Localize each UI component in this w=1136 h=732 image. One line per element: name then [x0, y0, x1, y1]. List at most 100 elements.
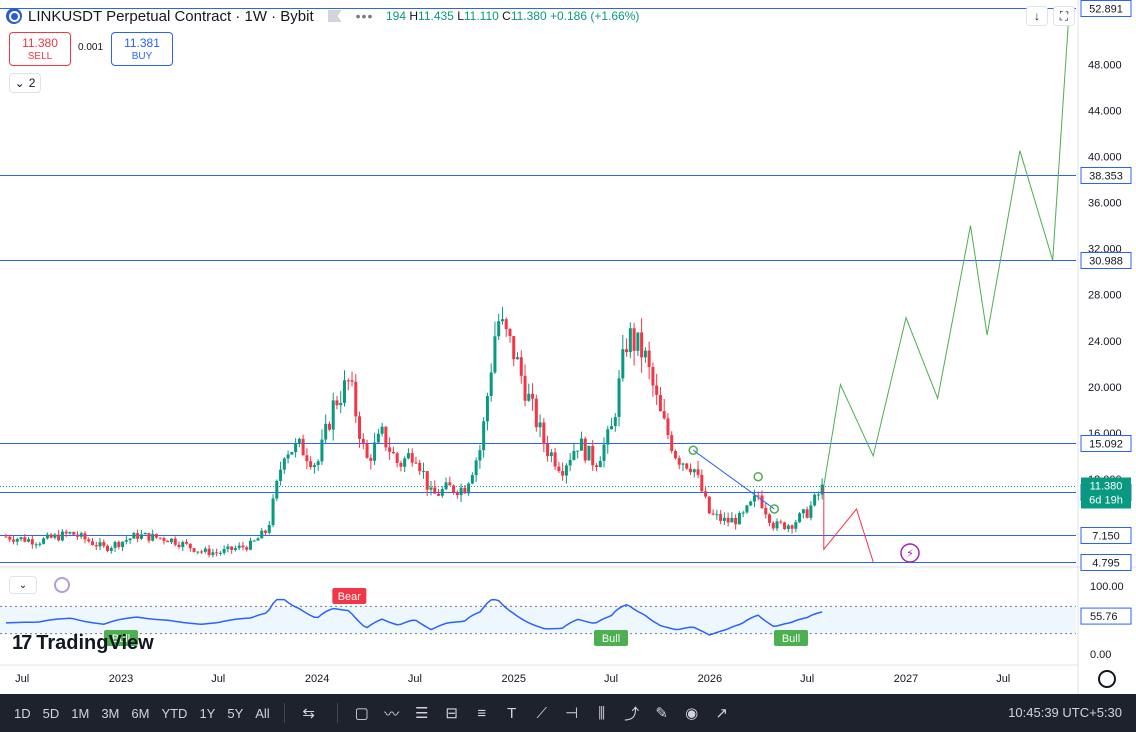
rsi-signal-badge: [773, 630, 808, 646]
chart-canvas[interactable]: 48.00044.00040.00036.00032.00028.00024.0…: [0, 0, 1136, 694]
candle-body: [557, 466, 561, 472]
more-dots-icon[interactable]: •••: [355, 8, 374, 24]
candle-body: [320, 439, 324, 462]
refresh-icon[interactable]: [54, 577, 70, 593]
timeframe-6m[interactable]: 6M: [131, 705, 150, 721]
arrow-tool-icon[interactable]: ↗: [715, 705, 728, 722]
candle-body: [91, 541, 95, 546]
candle-body: [617, 378, 621, 417]
level-price-label: 7.150: [1092, 531, 1120, 543]
candle-body: [256, 538, 260, 541]
fullscreen-icon: ⛶: [1059, 8, 1069, 23]
timeframe-3m[interactable]: 3M: [101, 705, 120, 721]
candle-body: [346, 380, 350, 382]
candle-body: [414, 462, 418, 464]
candle-body: [512, 336, 516, 360]
candle-body: [625, 349, 629, 353]
candle-body: [233, 548, 237, 550]
candle-body: [523, 375, 527, 401]
level-price-label: 38.353: [1089, 171, 1123, 183]
candle-body: [267, 525, 271, 533]
tradingview-logo[interactable]: 17 TradingView: [12, 632, 154, 655]
long-position-tool-icon[interactable]: ⊣: [565, 705, 579, 722]
candle-body: [98, 542, 102, 547]
candle-body: [230, 546, 234, 550]
candle-body: [455, 492, 459, 496]
candle-body: [339, 402, 343, 406]
symbol-title[interactable]: LINKUSDT Perpetual Contract · 1W · Bybit: [28, 7, 314, 25]
candle-body: [489, 372, 493, 397]
candle-body: [376, 433, 380, 443]
level-price-label: 15.092: [1089, 439, 1123, 451]
candle-body: [549, 452, 553, 457]
candle-body: [75, 534, 79, 537]
price-tick-label: 20.000: [1088, 382, 1122, 394]
bottom-toolbar: 1D 5D 1M 3M 6M YTD 1Y 5Y All ⇆ ▢ 〰 ☰ ⊟ ≡…: [0, 694, 1136, 732]
candle-body: [79, 533, 83, 537]
gear-icon[interactable]: [1098, 670, 1116, 688]
flag-icon[interactable]: [327, 10, 342, 22]
candle-body: [719, 514, 723, 521]
toolbar-divider: [336, 703, 338, 723]
candle-body: [531, 393, 535, 399]
fib-tool-icon[interactable]: ☰: [414, 705, 429, 722]
candle-body: [185, 542, 189, 544]
ohlc-low-key: L: [457, 9, 464, 23]
fullscreen-button[interactable]: ⛶: [1053, 6, 1075, 26]
timeframe-ytd[interactable]: YTD: [161, 705, 188, 721]
candle-body: [53, 534, 57, 538]
sell-price: 11.380: [22, 36, 58, 50]
rectangle-tool-icon[interactable]: ▢: [354, 705, 369, 722]
candle-body: [632, 328, 636, 351]
candle-body: [538, 422, 542, 428]
brush-tool-icon[interactable]: ✎: [655, 705, 668, 722]
timeframe-1d[interactable]: 1D: [14, 705, 31, 721]
indicators-collapse-button[interactable]: ⌄ 2: [9, 73, 41, 93]
timeframe-5y[interactable]: 5Y: [227, 705, 244, 721]
path-tool-icon[interactable]: 〰: [384, 705, 400, 723]
sell-button[interactable]: 11.380 SELL: [9, 32, 71, 66]
candle-body: [282, 458, 286, 470]
trend-line-tool-icon[interactable]: ⟋: [536, 704, 547, 722]
candle-body: [290, 452, 294, 455]
candle-body: [459, 487, 463, 496]
timeframe-5d[interactable]: 5D: [42, 705, 60, 721]
projection-tool-icon[interactable]: ⤴: [624, 705, 640, 723]
candle-body: [437, 493, 441, 496]
candle-body: [500, 319, 504, 322]
text-tool-icon[interactable]: T: [507, 704, 517, 722]
ohlc-high: 11.435: [418, 9, 454, 23]
candle-body: [4, 536, 8, 538]
indicator-pane-collapse-button[interactable]: ⌄: [9, 576, 37, 594]
scroll-down-button[interactable]: ↓: [1026, 6, 1048, 26]
timeframe-1y[interactable]: 1Y: [199, 705, 216, 721]
price-tick-label: 36.000: [1088, 198, 1122, 210]
timeframe-all[interactable]: All: [255, 705, 270, 721]
candle-body: [181, 542, 185, 548]
candle-body: [783, 522, 787, 529]
candle-body: [463, 487, 467, 494]
candle-body: [207, 548, 211, 556]
pitchfork-tool-icon[interactable]: ⊟: [445, 705, 458, 722]
candle-body: [106, 545, 110, 551]
candle-body: [34, 544, 38, 546]
candle-body: [775, 521, 779, 529]
timeframe-1m[interactable]: 1M: [71, 705, 90, 721]
candle-body: [203, 548, 207, 552]
bars-pattern-tool-icon[interactable]: ⫼: [598, 704, 606, 722]
time-axis-label: Jul: [800, 673, 814, 685]
candle-body: [816, 494, 820, 496]
ohlc-low: 11.110: [463, 9, 499, 23]
buy-button[interactable]: 11.381 BUY: [111, 32, 173, 66]
candle-body: [493, 336, 497, 373]
eye-tool-icon[interactable]: ◉: [685, 705, 699, 722]
trendline-anchor-point: [753, 471, 763, 482]
clock-readout: 10:45:39 UTC+5:30: [1008, 705, 1122, 720]
candle-body: [734, 518, 738, 525]
candle-body: [685, 463, 689, 469]
lines-tool-icon[interactable]: ≡: [477, 704, 487, 722]
date-range-icon[interactable]: ⇆: [302, 705, 315, 722]
time-axis-label: 2026: [698, 673, 722, 685]
candle-body: [358, 416, 362, 439]
